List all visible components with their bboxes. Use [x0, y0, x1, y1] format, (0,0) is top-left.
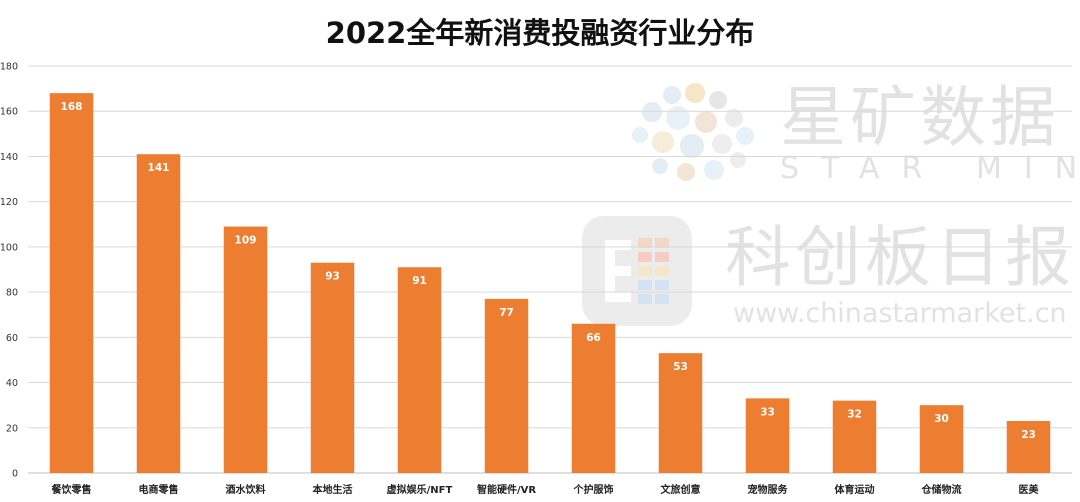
- data-label: 32: [847, 409, 862, 421]
- data-label: 66: [586, 332, 601, 344]
- bar-11: [919, 405, 964, 473]
- y-tick-label: 20: [6, 423, 18, 434]
- y-tick-label: 140: [0, 152, 18, 163]
- x-tick-label: 本地生活: [313, 483, 353, 496]
- data-label: 168: [61, 101, 83, 113]
- data-label: 53: [673, 361, 688, 373]
- x-tick-label: 餐饮零售: [51, 483, 92, 496]
- x-tick-label: 电商零售: [139, 483, 179, 496]
- y-axis-tick-labels: 0 20 40 60 80 100 120 140 160 180: [0, 62, 18, 480]
- data-labels: 168 141 109 93 91 77 66 53 33 32 30 23: [61, 101, 1036, 441]
- watermark-source-cn: 科创板日报: [725, 219, 1075, 296]
- data-label: 141: [148, 162, 170, 174]
- y-tick-label: 100: [0, 242, 18, 253]
- y-tick-label: 180: [0, 62, 18, 73]
- x-tick-label: 仓储物流: [921, 483, 962, 496]
- data-label: 93: [325, 271, 340, 283]
- y-tick-label: 80: [6, 288, 18, 299]
- bar-7: [571, 323, 616, 473]
- x-axis-tick-labels: 餐饮零售 电商零售 酒水饮料 本地生活 虚拟娱乐/NFT 智能硬件/VR 个护服饰 文旅创意 宠…: [51, 483, 1040, 496]
- bar-2: [136, 154, 181, 473]
- data-label: 91: [412, 275, 427, 287]
- data-label: 109: [235, 235, 257, 247]
- y-gridlines: [28, 65, 1072, 429]
- x-tick-label: 宠物服务: [748, 483, 789, 496]
- x-tick-label: 体育运动: [835, 483, 875, 496]
- x-tick-label: 个护服饰: [573, 483, 614, 496]
- bar-8: [658, 353, 703, 473]
- data-label: 33: [760, 406, 775, 418]
- y-tick-label: 40: [6, 378, 18, 389]
- bar-5: [397, 267, 442, 473]
- bar-6: [484, 298, 529, 473]
- y-tick-label: 60: [6, 333, 18, 344]
- bar-9: [745, 398, 790, 473]
- star-mine-logo-icon: [632, 83, 754, 181]
- y-tick-label: 0: [12, 469, 18, 480]
- bar-1: [49, 93, 94, 473]
- bar-12: [1006, 420, 1051, 473]
- bar-4: [310, 262, 355, 473]
- chart-title: 2022全年新消费投融资行业分布: [325, 16, 755, 50]
- y-tick-label: 160: [0, 107, 18, 118]
- bar-3: [223, 226, 268, 473]
- bar-series: [49, 93, 1051, 473]
- watermark-brand-cn: 星矿数据: [780, 79, 1060, 156]
- x-tick-label: 酒水饮料: [226, 483, 266, 496]
- x-tick-label: 文旅创意: [661, 483, 701, 496]
- x-tick-label: 虚拟娱乐/NFT: [387, 483, 453, 496]
- x-tick-label: 医美: [1019, 483, 1040, 496]
- x-tick-label: 智能硬件/VR: [477, 483, 536, 496]
- bar-10: [832, 400, 877, 473]
- data-label: 23: [1021, 429, 1036, 441]
- watermark: 星矿数据 STAR MINE 科创板日报 www.chinastarmarket…: [582, 79, 1080, 329]
- data-label: 30: [934, 413, 949, 425]
- data-label: 77: [499, 307, 514, 319]
- y-tick-label: 120: [0, 197, 18, 208]
- stock-board-logo-icon: [582, 216, 692, 326]
- watermark-source-url: www.chinastarmarket.cn: [733, 298, 1067, 329]
